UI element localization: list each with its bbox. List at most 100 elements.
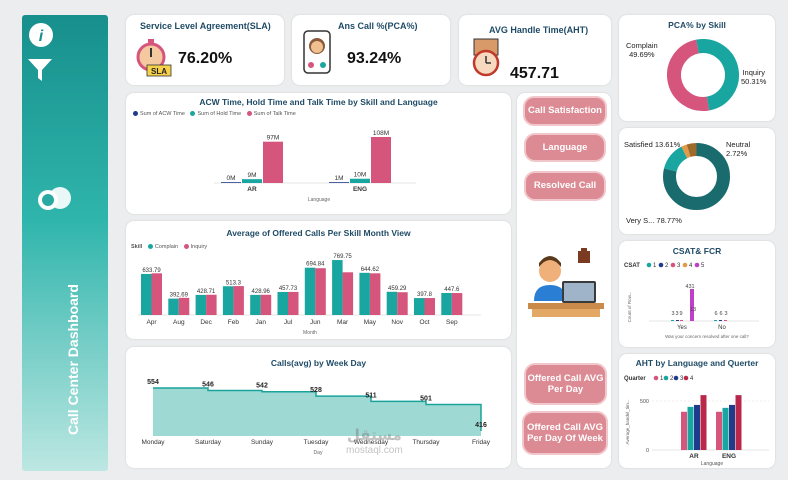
ahtq-ylabel: Average_handel_tim... [625,400,630,445]
month-bar [277,291,288,315]
aht-quarter-title: AHT by Language and Querter [635,358,759,368]
aht-quarter-card: AHT by Language and Querter Quarter 1 2 3 4 A… [619,354,775,468]
csat-legend-dot [658,262,664,268]
csat-bar [724,320,727,321]
csat-legend-dot [694,262,700,268]
pca-card: Ans Call %(PCA%) 93.24% [292,15,450,85]
month-xlabel: Month [303,330,317,336]
acw-legend: Sum of ACW Time Sum of Hold Time Sum of … [129,111,296,117]
csat-legend-dot [646,262,652,268]
acw-bar [263,141,283,183]
ahtq-legend-label: 3 [680,376,684,382]
csat-category-label: Yes [677,325,687,331]
offered-avg-day-button[interactable]: Offered Call AVG Per Day [526,365,605,403]
month-value-label: 447.6 [444,287,460,293]
csat-legend-dot [670,262,676,268]
month-bar [386,291,398,315]
month-category-label: Jan [255,319,266,326]
legend-inquiry: Inquiry [190,244,208,250]
resolved-call-button[interactable]: Resolved Call [526,173,604,199]
month-value-label: 428.96 [252,289,271,295]
month-category-label: Oct [419,319,429,326]
neutral-label: Neutral 2.72% [726,140,750,158]
month-category-label: Dec [200,319,212,326]
month-category-label: Nov [391,319,403,326]
acw-bar [371,137,391,183]
filter-icon[interactable] [27,58,53,82]
acw-bar-label: 97M [267,135,280,142]
sla-value: 76.20% [178,50,233,67]
pca-title: Ans Call %(PCA%) [338,21,418,31]
month-bar [233,286,244,315]
month-bar [206,294,217,315]
month-category-label: Mar [337,319,349,326]
weekday-xlabel: Day [314,450,323,456]
ahtq-bar [681,411,687,450]
month-value-label: 457.73 [279,286,298,292]
csat-bar-label: 6 [714,311,717,317]
call-satisfaction-button[interactable]: Call Satisfaction [525,98,605,124]
month-chart-title: Average of Offered Calls Per Skill Month… [226,228,411,238]
weekday-category-label: Wednesday [354,439,389,446]
ahtq-category-label: ENG [722,453,736,460]
month-legend: Skill Complain Inquiry [131,244,207,250]
ahtq-legend-dot [673,375,679,381]
acw-bar-label: 9M [247,172,256,179]
weekday-value-label: 546 [202,381,214,388]
month-bar [260,294,272,315]
weekday-value-label: 501 [420,396,432,403]
watermark-latin: mostaql.com [346,444,403,456]
month-bar [332,260,343,315]
ahtq-bar [694,404,700,450]
month-bar [222,286,234,315]
acw-category-label: AR [247,186,257,193]
dashboard-title: Call Center Dashboard [65,284,81,435]
pca-inquiry-label: Inquiry 50.31% [741,68,766,86]
month-category-label: Jun [310,319,321,326]
inquiry-name: Inquiry [742,68,765,77]
complain-name: Complain [626,41,658,50]
watermark: مستقل mostaql.com [346,427,403,456]
pca-slice [667,39,739,111]
csat-bar-label: 3 [671,311,674,317]
month-bar [250,294,261,315]
offered-avg-day-week-button[interactable]: Offered Call AVG Per Day Of Week [524,413,606,453]
acw-bar-label: 10M [354,172,367,179]
acw-bar [329,182,349,183]
info-icon[interactable]: i [28,22,54,48]
stopwatch-icon: SLA [136,39,172,77]
phone-agent-icon [303,30,331,74]
legend-talk: Sum of Talk Time [253,111,296,117]
month-value-label: 397.8 [417,292,433,298]
satisfaction-slice [663,143,730,210]
month-bar [141,273,152,315]
csat-legend-label: 5 [701,263,705,269]
weekday-category-label: Sunday [251,439,274,446]
month-bar [178,297,190,315]
ahtq-legend-dot [663,375,669,381]
month-bar [397,292,408,315]
weekday-chart-title: Calls(avg) by Week Day [270,358,367,368]
acw-bar [242,179,262,183]
satisfaction-donut [663,143,730,210]
csat-bar-label: 3 [724,311,727,317]
csat-bar [719,320,722,321]
csat-xlabel: Was your concern resolved after one call… [665,334,749,339]
pca-value: 93.24% [347,50,402,67]
ahtq-bar [735,395,742,450]
ahtq-bar [729,404,735,450]
month-value-label: 769.75 [333,254,352,260]
month-category-label: Apr [146,319,157,326]
csat-legend-label: 2 [665,263,669,269]
weekday-value-label: 511 [365,392,376,399]
language-button[interactable]: Language [526,135,604,160]
month-bar [168,298,179,315]
ahtq-bar [687,406,694,450]
acw-chart: 0M 9M 97M AR 1M 10M 108M ENG Language [214,130,416,203]
csat-legend-dot [682,262,688,268]
ahtq-bar [722,407,729,450]
ahtq-legend-label: 4 [690,376,694,382]
csat-bar [676,320,679,321]
csat-bar [690,289,694,321]
weekday-category-label: Monday [141,439,165,446]
